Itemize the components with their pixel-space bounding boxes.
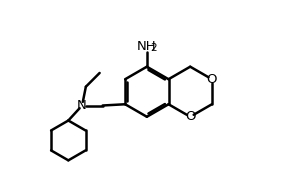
Text: 2: 2 <box>150 43 157 53</box>
Text: N: N <box>77 99 87 112</box>
Text: O: O <box>185 110 196 123</box>
Text: NH: NH <box>137 40 157 53</box>
Text: O: O <box>206 73 217 86</box>
